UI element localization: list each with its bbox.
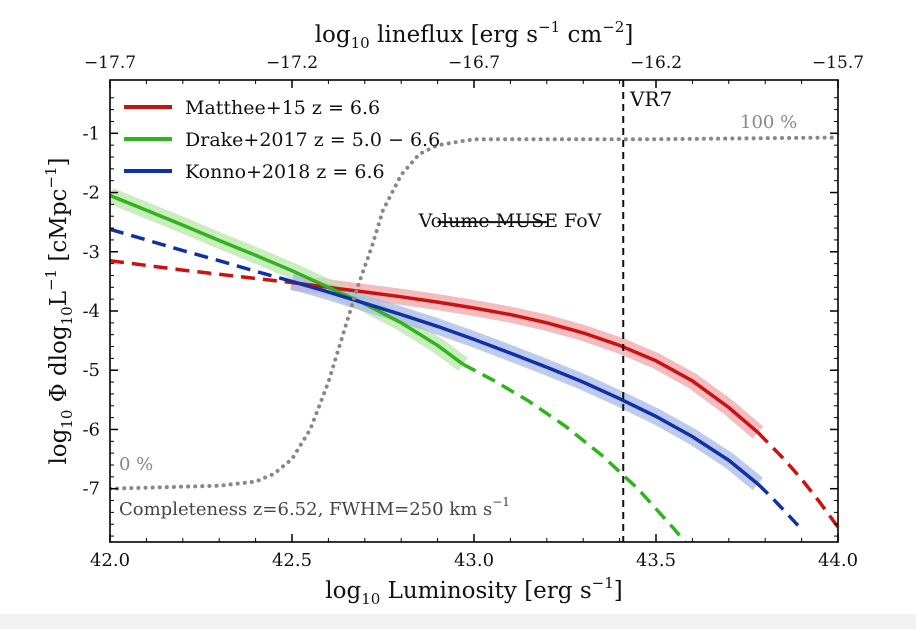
legend-label-konno: Konno+2018 z = 6.6 [185,161,385,183]
top-tick-label: −16.2 [630,53,682,73]
muse-fov-label: Volume MUSE FoV [418,210,602,232]
y-axis-label: log10 Φ dlog10L−1 [cMpc−1] [42,157,76,464]
top-tick-label: −17.2 [266,53,318,73]
x-tick-label: 42.0 [90,550,130,571]
y-tick-label: -2 [82,183,100,204]
top-tick-label: −16.7 [448,53,500,73]
line-konno-solid [291,279,760,486]
line-matthee-dashed [110,258,293,285]
top-axis-label: log10 lineflux [erg s−1 cm−2] [315,18,634,52]
y-tick-label: -7 [82,479,100,500]
completeness-low-label: 0 % [119,454,153,475]
line-drake-dashed [462,362,688,542]
x-axis-label: log10 Luminosity [erg s−1] [325,574,623,608]
series-lines [110,193,838,542]
y-tick-label: -4 [82,301,100,322]
completeness-curve [110,135,838,491]
line-drake-solid [110,193,465,366]
x-tick-label: 42.5 [272,550,312,571]
y-tick-label: -5 [82,360,100,381]
top-tick-label: −15.7 [812,53,864,73]
completeness-line [110,135,838,491]
line-konno-dashed-end [756,482,800,527]
completeness-caption: Completeness z=6.52, FWHM=250 km s−1 [119,495,510,520]
x-tick-label: 43.0 [454,550,494,571]
legend-label-matthee: Matthee+15 z = 6.6 [185,97,380,119]
line-matthee-dashed-end [756,431,838,529]
bottom-strip [0,614,916,629]
x-tick-label: 43.5 [636,550,676,571]
uncertainty-bands [110,188,764,491]
legend-label-drake: Drake+2017 z = 5.0 − 6.6 [185,129,440,151]
completeness-high-label: 100 % [740,112,797,133]
vr7-label: VR7 [629,87,672,111]
legend: Matthee+15 z = 6.6 Drake+2017 z = 5.0 − … [124,97,440,183]
line-konno-dashed [110,227,293,284]
y-tick-label: -3 [82,242,100,263]
y-tick-label: -6 [82,419,100,440]
x-tick-label: 44.0 [818,550,858,571]
top-tick-label: −17.7 [84,53,136,73]
line-matthee-solid [291,280,760,434]
axis-ticks: 42.0 42.5 43.0 43.5 44.0 −17.7 −17.2 −16.7 −16.2… [82,53,864,571]
y-tick-label: -1 [82,123,100,144]
